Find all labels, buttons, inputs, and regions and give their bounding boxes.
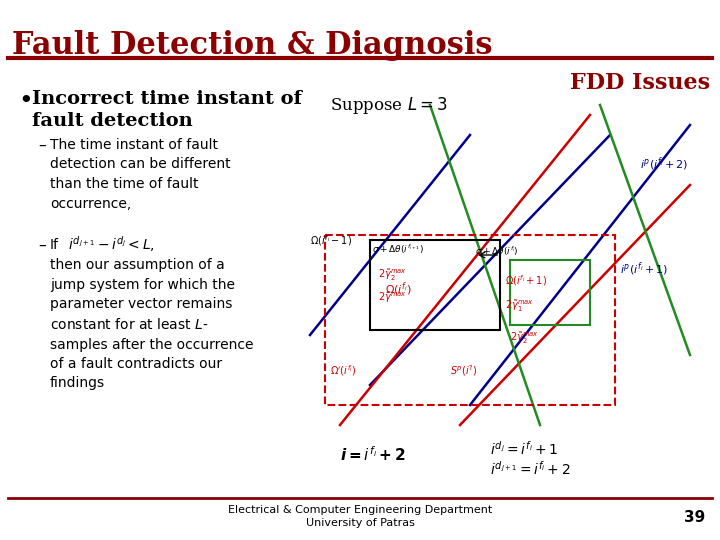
Text: $2\tilde{\gamma}_1^{max}$: $2\tilde{\gamma}_1^{max}$ (505, 298, 534, 314)
Text: $\Omega(i^{f_i}-1)$: $\Omega(i^{f_i}-1)$ (310, 233, 352, 248)
Text: $\Omega'(i^{f_i})$: $\Omega'(i^{f_i})$ (330, 363, 356, 378)
Text: The time instant of fault
detection can be different
than the time of fault
occu: The time instant of fault detection can … (50, 138, 230, 211)
Text: $\Omega(i^{f_i}+1)$: $\Omega(i^{f_i}+1)$ (505, 273, 547, 288)
Text: $2\tilde{\gamma}_2^{max}$: $2\tilde{\gamma}_2^{max}$ (510, 330, 539, 346)
Text: $i^{d_{j+1}}=i^{f_i}+2$: $i^{d_{j+1}}=i^{f_i}+2$ (490, 460, 571, 478)
Text: Fault Detection & Diagnosis: Fault Detection & Diagnosis (12, 30, 492, 61)
Text: –: – (38, 238, 45, 253)
Text: –: – (38, 138, 45, 153)
Text: University of Patras: University of Patras (305, 518, 415, 528)
Text: $\Omega(i^{f_i})$: $\Omega(i^{f_i})$ (385, 280, 412, 298)
Text: fault detection: fault detection (32, 112, 193, 130)
Text: Electrical & Computer Engineering Department: Electrical & Computer Engineering Depart… (228, 505, 492, 515)
Text: 39: 39 (684, 510, 705, 525)
Text: $i^p\left(i^{f_i}+1\right)$: $i^p\left(i^{f_i}+1\right)$ (620, 260, 668, 278)
Text: $i^p\left(i^{f_i}+2\right)$: $i^p\left(i^{f_i}+2\right)$ (640, 155, 688, 173)
Text: $\sigma+\Delta\theta(i^{f_i})$: $\sigma+\Delta\theta(i^{f_i})$ (475, 245, 518, 259)
Text: If: If (50, 238, 59, 252)
Text: •: • (18, 90, 32, 113)
Text: $\boldsymbol{i=i^{f_i}+2}$: $\boldsymbol{i=i^{f_i}+2}$ (340, 445, 406, 464)
Text: $2\tilde{\gamma}_2^{max}$: $2\tilde{\gamma}_2^{max}$ (378, 267, 407, 283)
Text: Suppose $L=3$: Suppose $L=3$ (330, 95, 448, 116)
Text: $2\tilde{\gamma}^{max}$: $2\tilde{\gamma}^{max}$ (378, 290, 407, 305)
Text: $i^{d_j}=i^{f_i}+1$: $i^{d_j}=i^{f_i}+1$ (490, 440, 558, 458)
Text: $\sigma+\Delta\theta(i^{f_{i+1}})$: $\sigma+\Delta\theta(i^{f_{i+1}})$ (372, 243, 424, 256)
Text: Incorrect time instant of: Incorrect time instant of (32, 90, 302, 108)
Text: $i^{d_{j+1}} - i^{d_j} < L,$: $i^{d_{j+1}} - i^{d_j} < L,$ (68, 234, 155, 254)
Text: FDD Issues: FDD Issues (570, 72, 710, 94)
Text: $S^p\left(i^{?}\right)$: $S^p\left(i^{?}\right)$ (450, 363, 477, 378)
Text: then our assumption of a
jump system for which the
parameter vector remains
cons: then our assumption of a jump system for… (50, 258, 253, 390)
